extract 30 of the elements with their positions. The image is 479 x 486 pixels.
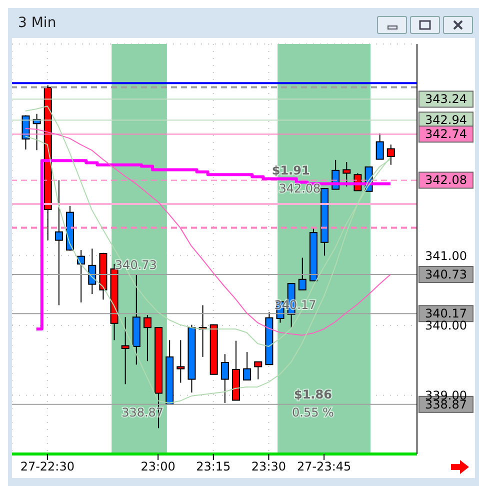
x-tick-label: 23:00 [140, 460, 176, 474]
candlestick [254, 361, 262, 380]
candlestick [298, 257, 306, 290]
candlestick [54, 180, 63, 306]
x-tick-label: 23:30 [251, 460, 286, 474]
candlestick [243, 352, 252, 380]
candlestick [342, 162, 351, 187]
annotation: $1.86 [294, 388, 332, 402]
x-tick-label: 27-22:30 [20, 460, 75, 474]
candlestick [143, 314, 152, 362]
ref-line-label: 342.08 [425, 173, 467, 188]
x-tick-label: 23:15 [196, 460, 231, 474]
ref-line-label: 343.24 [425, 92, 467, 106]
annotation: 342.08 [278, 181, 321, 196]
ref-line-label: 340.73 [425, 267, 467, 282]
annotation: 340.73 [114, 258, 157, 272]
candlestick [386, 144, 395, 166]
annotation: 0.55 % [292, 406, 334, 420]
candlestick [376, 132, 384, 160]
candlestick [88, 248, 96, 295]
chart-title: 3 Min [17, 14, 58, 33]
candlestick [176, 340, 185, 384]
candlestick [121, 316, 130, 385]
candlestick [220, 354, 229, 404]
y-tick-label: 341.00 [425, 248, 467, 263]
y-tick-label: 340.00 [425, 318, 467, 333]
ref-line-label: 340.17 [425, 306, 467, 321]
ref-line-label: 342.74 [425, 127, 467, 142]
x-tick-label: 27-23:45 [296, 460, 352, 474]
ref-line-label: 342.94 [425, 113, 467, 128]
